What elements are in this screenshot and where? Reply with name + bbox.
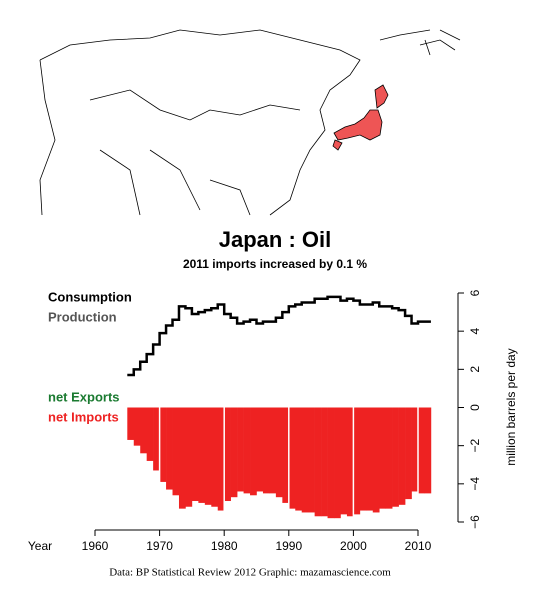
bar xyxy=(353,407,361,515)
japan xyxy=(332,84,389,151)
bar xyxy=(250,407,257,496)
bar xyxy=(275,407,283,498)
bar xyxy=(385,407,393,509)
y-tick-label: 6 xyxy=(468,289,482,296)
bar xyxy=(172,407,180,496)
x-tick-label: 1990 xyxy=(275,539,302,553)
bar xyxy=(217,407,225,511)
bar xyxy=(185,407,193,507)
bar xyxy=(301,407,309,513)
bar xyxy=(411,407,419,492)
bar xyxy=(198,407,206,503)
x-label: Year xyxy=(28,539,52,553)
bar xyxy=(191,407,199,502)
bar xyxy=(127,407,135,440)
bar xyxy=(204,407,212,505)
bar xyxy=(321,407,328,517)
bar xyxy=(314,407,322,517)
bar xyxy=(133,407,141,446)
bar xyxy=(262,407,270,494)
bar xyxy=(418,407,425,494)
y-tick-label: 0 xyxy=(468,404,482,411)
bar xyxy=(140,407,147,454)
subtitle: 2011 imports increased by 0.1 % xyxy=(183,257,367,271)
legend-entry: net Imports xyxy=(48,409,119,424)
y-tick-label: 2 xyxy=(468,366,482,373)
bar xyxy=(237,407,244,492)
y-tick-label: −2 xyxy=(468,439,482,453)
bar xyxy=(166,407,173,490)
bar xyxy=(159,407,167,482)
bar xyxy=(230,407,238,498)
bar xyxy=(327,407,335,519)
map xyxy=(39,29,461,216)
y-tick-label: 4 xyxy=(468,328,482,335)
bar xyxy=(424,407,432,494)
bar xyxy=(243,407,251,494)
bar xyxy=(372,407,380,513)
bar xyxy=(295,407,303,511)
y-label: million barrels per day xyxy=(504,348,518,465)
bar xyxy=(146,407,154,461)
legend-entry: net Exports xyxy=(48,389,120,404)
footer: Data: BP Statistical Review 2012 Graphic… xyxy=(109,567,391,579)
bar xyxy=(346,407,354,517)
bar xyxy=(153,407,160,471)
bar xyxy=(359,407,367,511)
title: Japan : Oil xyxy=(219,227,331,252)
x-tick-label: 1970 xyxy=(146,539,173,553)
bar xyxy=(392,407,399,507)
bar xyxy=(256,407,264,492)
bar xyxy=(405,407,412,500)
bar xyxy=(308,407,315,513)
bar xyxy=(282,407,290,503)
legend-entry: Production xyxy=(48,309,117,324)
x-tick-label: 1960 xyxy=(82,539,109,553)
bar xyxy=(269,407,277,494)
bar xyxy=(288,407,296,509)
y-tick-label: −6 xyxy=(468,515,482,529)
x-tick-label: 2000 xyxy=(340,539,367,553)
bar xyxy=(398,407,406,505)
bar xyxy=(340,407,348,515)
x-tick-label: 2010 xyxy=(405,539,432,553)
line xyxy=(127,295,431,377)
bar xyxy=(224,407,231,502)
bar xyxy=(178,407,186,509)
bar xyxy=(334,407,341,519)
x-tick-label: 1980 xyxy=(211,539,238,553)
bar xyxy=(379,407,386,509)
y-tick-label: −4 xyxy=(468,477,482,491)
bar xyxy=(211,407,219,507)
bar xyxy=(366,407,374,511)
legend-entry: Consumption xyxy=(48,289,132,304)
